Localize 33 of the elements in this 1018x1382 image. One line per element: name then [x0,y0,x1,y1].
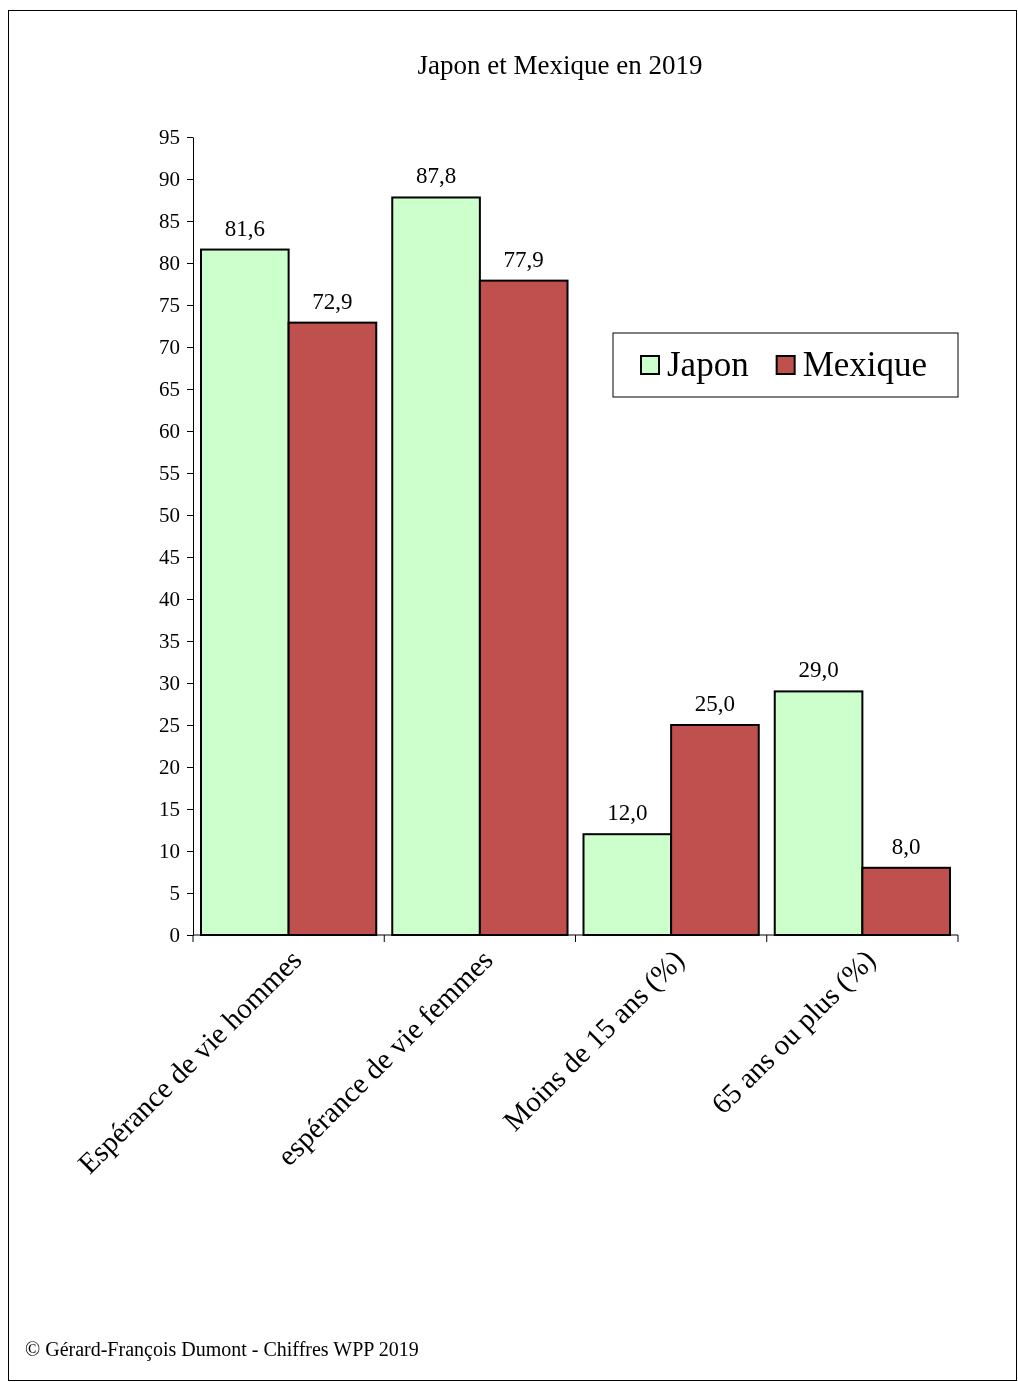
data-label: 81,6 [224,215,265,241]
y-tick-label: 80 [159,251,180,276]
y-tick-label: 60 [159,419,180,444]
data-label: 77,9 [503,246,544,272]
y-tick-label: 40 [159,587,180,612]
y-tick-label: 45 [159,545,180,570]
y-tick-label: 15 [159,797,180,822]
y-tick-label: 75 [159,293,180,318]
text: © Gérard-François Dumont - Chiffres WPP 2019 [25,1338,419,1361]
y-tick-label: 85 [159,209,180,234]
data-label: 72,9 [312,288,353,314]
y-tick-label: 25 [159,713,180,738]
data-label: 8,0 [891,833,921,859]
x-tick-label: 65 ans ou plus (%) [704,943,883,1121]
y-tick-label: 70 [159,335,180,360]
y-tick-label: 90 [159,167,180,192]
y-tick-label: 20 [159,755,180,780]
y-tick-label: 0 [169,923,180,948]
data-label: 12,0 [607,800,648,826]
y-tick-label: 95 [159,125,180,150]
chart-title: Japon et Mexique en 2019 [417,50,703,80]
y-tick-label: 55 [159,461,180,486]
legend-label: Mexique [802,345,928,384]
y-tick-label: 30 [159,671,180,696]
data-label: 29,0 [798,657,839,683]
y-tick-label: 50 [159,503,180,528]
y-tick-label: 35 [159,629,180,654]
y-tick-label: 10 [159,839,180,864]
y-tick-label: 65 [159,377,180,402]
y-tick-label: 5 [169,881,180,906]
data-label: 25,0 [694,691,736,716]
data-label: 87,8 [415,163,457,189]
legend-label: Japon [667,345,749,384]
